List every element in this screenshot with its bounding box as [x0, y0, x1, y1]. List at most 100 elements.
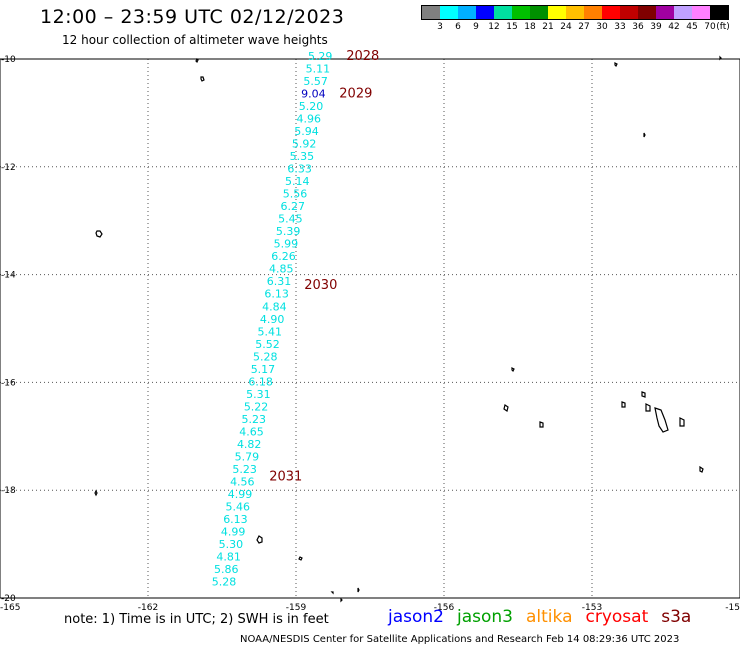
island-outline — [94, 489, 98, 497]
wave-height-label: 5.99 — [274, 238, 299, 251]
island-outline — [256, 535, 263, 544]
wave-height-label: 5.56 — [283, 188, 308, 201]
wave-height-label: 4.85 — [269, 263, 294, 276]
legend-swatch — [584, 6, 602, 19]
footer-credit: NOAA/NESDIS Center for Satellite Applica… — [240, 634, 680, 645]
legend-tick: 21 — [542, 22, 554, 32]
legend-swatch — [530, 6, 548, 19]
lat-label: -20 — [1, 594, 16, 604]
legend-swatch — [566, 6, 584, 19]
wave-height-label: 5.28 — [253, 350, 278, 363]
map-frame — [0, 58, 740, 599]
wave-height-label: 5.14 — [285, 175, 310, 188]
legend-tick: 45 — [686, 22, 698, 32]
wave-height-label: 5.39 — [276, 225, 301, 238]
wave-height-label: 6.26 — [271, 250, 296, 263]
island-outline — [298, 556, 303, 561]
track-id-label: 2028 — [346, 49, 379, 64]
lat-label: -16 — [1, 378, 16, 388]
wave-height-label: 6.13 — [264, 288, 289, 301]
satellite-label: cryosat — [585, 607, 649, 627]
axis-labels: -165 -162 -159 -156 -153 -15 -10 -12 -14 -16 -18 -2… — [0, 55, 740, 613]
wave-height-label: 5.41 — [258, 325, 283, 338]
wave-height-label: 5.94 — [294, 125, 319, 138]
track-id-label: 2030 — [304, 278, 337, 293]
satellite-label: s3a — [661, 607, 692, 627]
island-outline — [200, 76, 205, 82]
color-legend: 3 6 9 12 15 18 21 24 27 30 33 36 39 42 45 70 (ft) — [421, 5, 730, 32]
wave-height-label: 5.31 — [246, 388, 271, 401]
satellite-label: jason2 — [388, 607, 444, 627]
legend-tick: 15 — [506, 22, 518, 32]
legend-tick: 6 — [455, 22, 461, 32]
wave-height-label: 5.20 — [299, 100, 324, 113]
legend-tick: 30 — [596, 22, 608, 32]
wave-height-label: 5.29 — [308, 50, 333, 63]
legend-swatch — [692, 6, 710, 19]
island-outline — [330, 591, 334, 595]
wave-height-label: 4.96 — [296, 113, 321, 126]
wave-height-label: 5.86 — [214, 563, 239, 576]
wave-height-label: 5.45 — [278, 213, 303, 226]
wave-height-label: 5.35 — [290, 150, 315, 163]
legend-swatch — [674, 6, 692, 19]
wave-height-label: 6.18 — [248, 375, 273, 388]
wave-height-label: 5.57 — [303, 75, 328, 88]
lat-label: -18 — [1, 486, 16, 496]
legend-swatch — [512, 6, 530, 19]
legend-tick: 39 — [650, 22, 662, 32]
page-subtitle: 12 hour collection of altimeter wave hei… — [62, 33, 328, 47]
wave-height-label: 4.84 — [262, 300, 287, 313]
track-id-label: 2031 — [269, 469, 302, 484]
lat-label: -10 — [1, 55, 16, 65]
satellite-label: jason3 — [457, 607, 513, 627]
wave-height-label: 6.13 — [223, 513, 248, 526]
wave-height-label: 4.81 — [216, 551, 241, 564]
wave-height-label: 5.11 — [306, 63, 331, 76]
legend-swatches — [421, 5, 729, 20]
lat-label: -14 — [1, 271, 16, 281]
legend-swatch — [602, 6, 620, 19]
legend-tick: 36 — [632, 22, 644, 32]
legend-unit: (ft) — [716, 22, 730, 32]
wave-height-label: 5.17 — [251, 363, 276, 376]
wave-height-label: 5.92 — [292, 138, 317, 151]
satellite-label: altika — [526, 607, 573, 627]
lon-label: -165 — [0, 603, 20, 613]
lon-label: -156 — [434, 603, 455, 613]
legend-swatch — [620, 6, 638, 19]
lon-label: -15 — [725, 603, 740, 613]
altimeter-track: 5.295.115.579.045.204.965.945.925.356.33… — [212, 50, 333, 589]
wave-height-label: 5.22 — [244, 400, 269, 413]
legend-tick: 27 — [578, 22, 590, 32]
track-id-labels: 2028 2029 2030 2031 — [269, 49, 379, 484]
legend-tick: 12 — [488, 22, 500, 32]
island-outline — [679, 417, 685, 427]
island-outlines — [94, 55, 722, 603]
legend-tick: 9 — [473, 22, 479, 32]
legend-swatch — [710, 6, 728, 19]
map-grid — [0, 59, 740, 598]
track-id-label: 2029 — [339, 87, 372, 102]
island-outline — [357, 587, 360, 593]
island-outline — [643, 132, 646, 138]
island-outline — [654, 407, 669, 433]
wave-height-label: 5.28 — [212, 576, 237, 589]
island-outline — [621, 401, 626, 408]
island-outline — [645, 403, 651, 412]
lat-label: -12 — [1, 163, 16, 173]
legend-swatch — [548, 6, 566, 19]
wave-height-label: 5.30 — [219, 538, 244, 551]
legend-swatch — [458, 6, 476, 19]
lon-label: -159 — [286, 603, 307, 613]
legend-swatch — [476, 6, 494, 19]
wave-height-label: 6.33 — [287, 163, 312, 176]
island-outline — [641, 391, 646, 398]
wave-height-label: 6.27 — [280, 200, 305, 213]
island-outline — [195, 57, 199, 64]
footer-note: note: 1) Time is in UTC; 2) SWH is in fe… — [64, 612, 329, 627]
wave-height-label: 5.52 — [255, 338, 280, 351]
wave-height-label: 5.79 — [235, 450, 260, 463]
lon-label: -153 — [582, 603, 602, 613]
